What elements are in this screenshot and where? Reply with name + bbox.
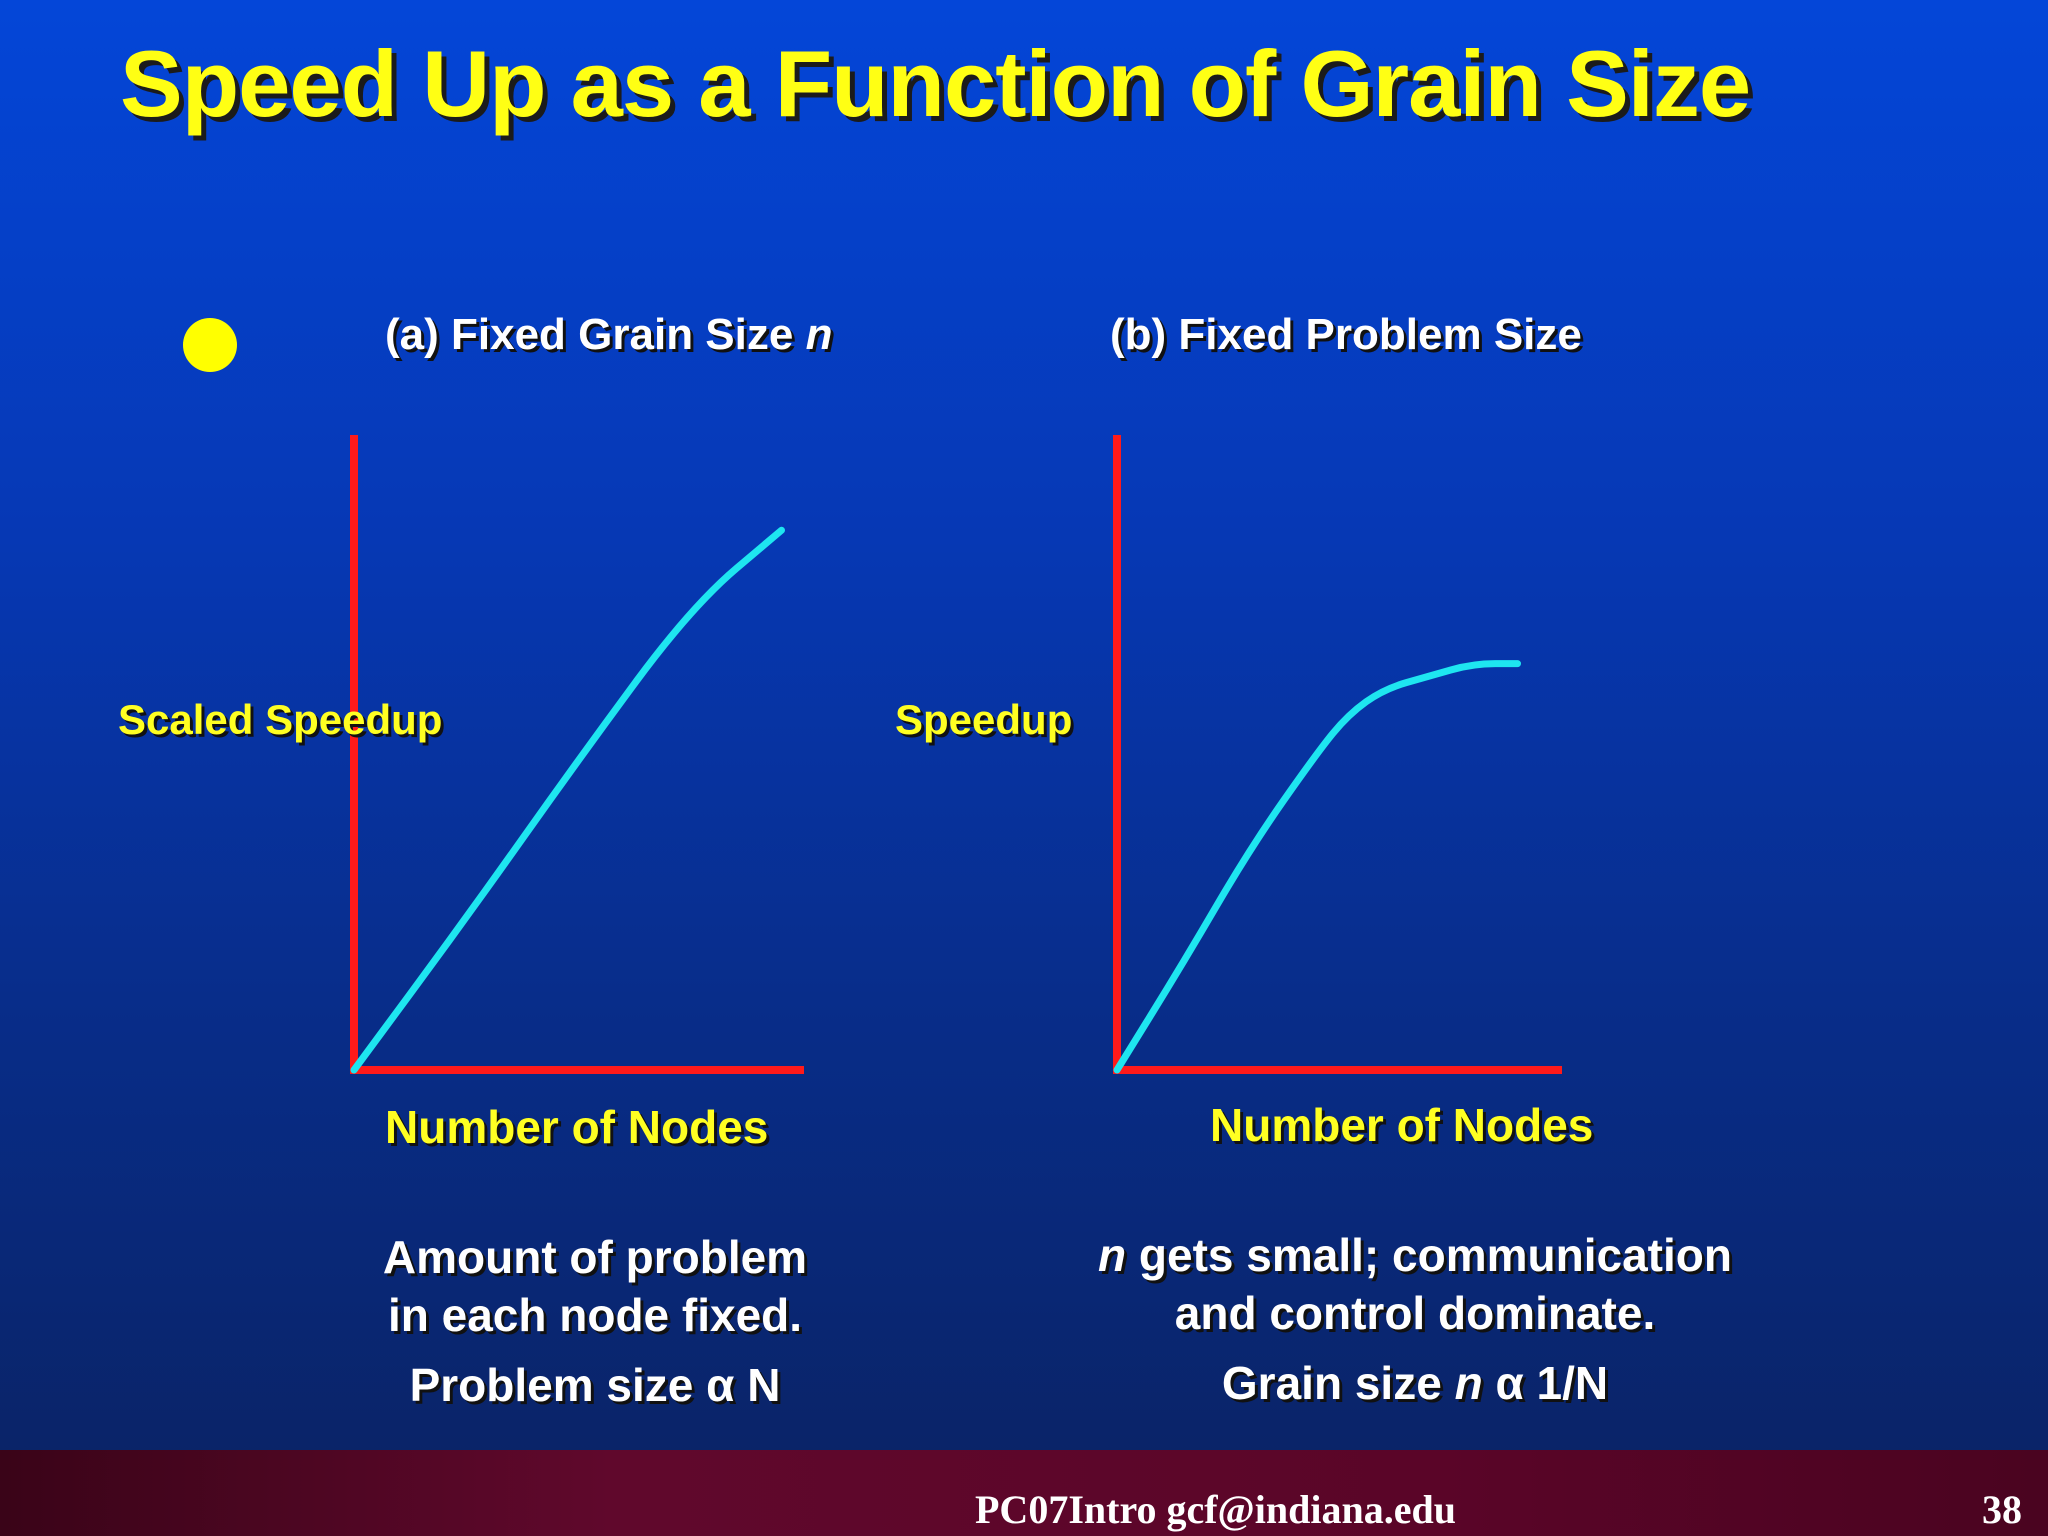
panel-b-heading: (b) Fixed Problem Size [1110,310,1582,359]
panel-b-caption-line3-prefix: Grain size [1221,1357,1455,1409]
panel-b-caption: n gets small; communication and control … [1040,1226,1790,1412]
panel-b-caption-line1: gets small; communication [1126,1229,1732,1281]
panel-b-caption-var: n [1098,1229,1127,1281]
slide-title: Speed Up as a Function of Grain Size [120,31,1751,136]
footer-text: PC07Intro gcf@indiana.edu [975,1487,1456,1532]
chart-b-y-label: Speedup [895,696,1073,743]
panel-a-caption-line3: Problem size α N [409,1359,781,1411]
chart-b-x-label: Number of Nodes [1210,1099,1594,1151]
panel-b-caption-line3-var: n [1454,1357,1483,1409]
footer-bar [0,1450,2048,1536]
chart-b [1113,435,1562,1074]
series-line [1113,660,1521,1074]
panel-a-caption: Amount of problem in each node fixed. Pr… [345,1228,845,1414]
bullet-icon [183,318,237,372]
panel-a-heading-var: n [805,310,833,359]
page-number: 38 [1982,1487,2022,1532]
panel-b-caption-line3-suffix: α 1/N [1482,1357,1609,1409]
panel-a-heading-text: (a) Fixed Grain Size [385,310,794,359]
panel-b-caption-line3-wrap: Grain size n α 1/N [1040,1354,1790,1412]
panel-a-heading: (a) Fixed Grain Size n [385,310,832,360]
panel-b-caption-line2: and control dominate. [1174,1287,1656,1339]
chart-a-x-label: Number of Nodes [385,1101,769,1153]
panel-a-caption-line2: in each node fixed. [387,1289,803,1341]
series-line [350,526,785,1074]
chart-a [350,435,804,1074]
chart-a-y-label: Scaled Speedup [118,696,443,743]
panel-b-caption-line1-wrap: n gets small; communication [1040,1226,1790,1284]
panel-a-caption-line1: Amount of problem [382,1231,808,1283]
